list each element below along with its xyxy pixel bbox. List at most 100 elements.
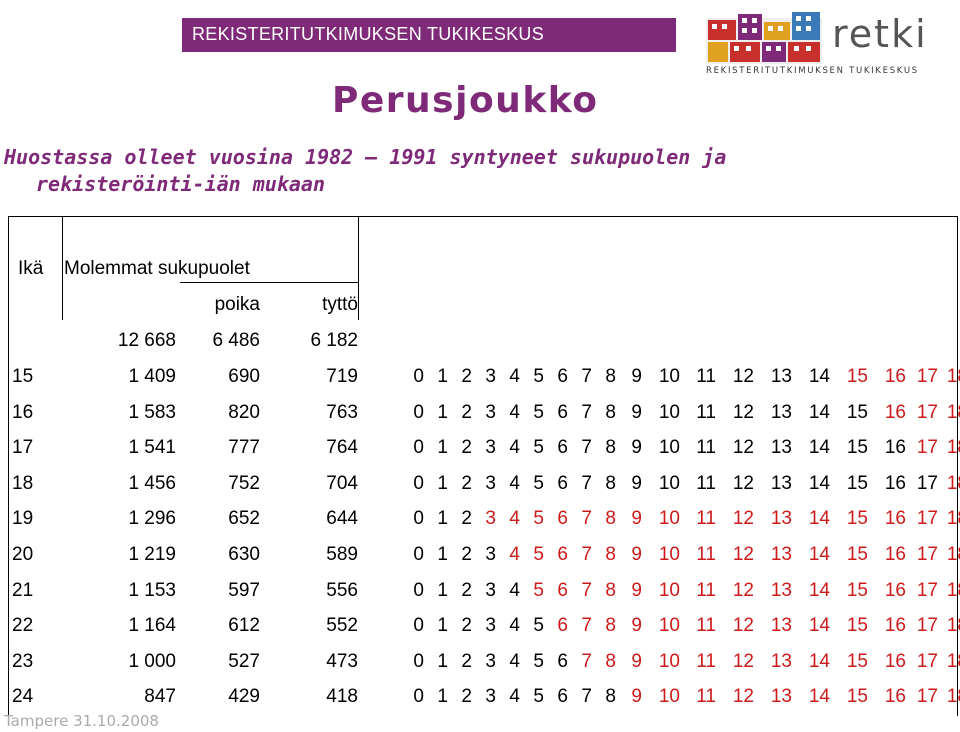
sequence-number: 15 (846, 650, 868, 672)
sequence-number: 6 (557, 366, 568, 387)
page-subtitle: Huostassa olleet vuosina 1982 – 1991 syn… (4, 144, 726, 198)
sequence-number: 0 (413, 544, 424, 565)
sequence-number: 5 (533, 437, 544, 459)
sequence-number: 1 (437, 615, 448, 637)
sequence-number: 7 (581, 650, 592, 672)
sequence-number: 14 (808, 472, 830, 494)
sequence-number: 12 (732, 650, 754, 672)
sequence-number: 18 (946, 615, 960, 637)
sequence-number: 16 (884, 686, 906, 708)
sequence-number: 4 (509, 615, 520, 637)
header-boy: poika (214, 294, 260, 315)
row-girl: 556 (326, 579, 358, 601)
sequence-number: 15 (846, 686, 868, 708)
banner-text: REKISTERITUTKIMUKSEN TUKIKESKUS (192, 24, 545, 44)
sequence-number: 3 (485, 544, 496, 565)
sequence-number: 15 (846, 366, 868, 387)
sequence-number: 16 (884, 650, 906, 672)
sequence-number: 3 (485, 579, 496, 601)
row-age: 20 (12, 544, 34, 565)
age-sequence: 0123456789101112131415161718 (402, 508, 960, 530)
sequence-number: 13 (770, 579, 792, 601)
sequence-number: 15 (846, 508, 868, 530)
sequence-number: 17 (916, 650, 938, 672)
sequence-number: 1 (437, 366, 448, 387)
age-sequence: 0123456789101112131415161718 (402, 402, 960, 424)
sequence-number: 6 (557, 508, 568, 530)
sequence-number: 3 (485, 686, 496, 708)
row-girl: 704 (326, 472, 358, 494)
sequence-number: 11 (696, 686, 716, 708)
sequence-number: 8 (605, 544, 616, 565)
sequence-number: 15 (846, 579, 868, 601)
sequence-number: 17 (916, 544, 938, 565)
sequence-number: 7 (581, 366, 592, 387)
sequence-number: 9 (631, 650, 642, 672)
sequence-number: 9 (631, 544, 642, 565)
sequence-number: 8 (605, 437, 616, 459)
retki-logo: retki REKISTERITUTKIMUKSEN TUKIKESKUS (704, 4, 944, 78)
sequence-number: 7 (581, 401, 592, 423)
sequence-number: 13 (770, 650, 792, 672)
sequence-number: 6 (557, 650, 568, 672)
row-girl: 719 (326, 366, 358, 387)
sequence-number: 0 (413, 508, 424, 530)
sequence-number: 10 (658, 366, 680, 387)
age-sequence: 0123456789101112131415161718 (402, 473, 960, 495)
sequence-number: 18 (946, 686, 960, 708)
sequence-number: 2 (461, 650, 472, 672)
sequence-number: 17 (916, 366, 938, 387)
row-age: 23 (12, 650, 34, 672)
sequence-number: 1 (437, 686, 448, 708)
sequence-number: 14 (808, 544, 830, 565)
sequence-number: 5 (533, 650, 544, 672)
sequence-number: 16 (884, 366, 906, 387)
sequence-number: 4 (509, 508, 520, 530)
sequence-number: 2 (461, 366, 472, 387)
sequence-number: 6 (557, 472, 568, 494)
sequence-number: 2 (461, 544, 472, 565)
sequence-number: 3 (485, 650, 496, 672)
row-age: 19 (12, 508, 34, 530)
subtitle-line-1: Huostassa olleet vuosina 1982 – 1991 syn… (4, 145, 727, 169)
sequence-number: 11 (696, 437, 716, 459)
row-boy: 612 (228, 615, 260, 637)
sequence-number: 7 (581, 508, 592, 530)
sequence-number: 18 (946, 437, 960, 459)
sequence-number: 8 (605, 508, 616, 530)
table-border-top (8, 216, 958, 217)
sequence-number: 9 (631, 366, 642, 387)
table-border-right (957, 216, 958, 716)
sequence-number: 3 (485, 615, 496, 637)
sequence-number: 14 (808, 579, 830, 601)
row-boy: 752 (228, 472, 260, 494)
sequence-number: 3 (485, 401, 496, 423)
sequence-number: 13 (770, 437, 792, 459)
sequence-number: 14 (808, 686, 830, 708)
sequence-number: 2 (461, 472, 472, 494)
footer-date: Tampere 31.10.2008 (4, 712, 159, 730)
sequence-number: 12 (732, 544, 754, 565)
sequence-number: 15 (846, 401, 868, 423)
age-sequence: 0123456789101112131415161718 (402, 686, 960, 708)
sequence-number: 6 (557, 437, 568, 459)
sequence-number: 5 (533, 579, 544, 601)
sequence-number: 8 (605, 650, 616, 672)
row-girl: 473 (326, 650, 358, 672)
sequence-number: 10 (658, 686, 680, 708)
age-sequence: 0123456789101112131415161718 (402, 437, 960, 459)
logo-subtitle: REKISTERITUTKIMUKSEN TUKIKESKUS (706, 66, 919, 76)
sequence-number: 17 (916, 401, 938, 423)
sequence-number: 6 (557, 615, 568, 637)
sequence-number: 2 (461, 686, 472, 708)
sequence-number: 13 (770, 686, 792, 708)
sequence-number: 5 (533, 472, 544, 494)
sequence-number: 15 (846, 472, 868, 494)
row-both: 1 409 (128, 366, 176, 387)
age-sequence: 0123456789101112131415161718 (402, 366, 960, 388)
sequence-number: 2 (461, 508, 472, 530)
sequence-number: 8 (605, 579, 616, 601)
row-age: 16 (12, 401, 34, 423)
sequence-number: 14 (808, 401, 830, 423)
sequence-number: 0 (413, 686, 424, 708)
